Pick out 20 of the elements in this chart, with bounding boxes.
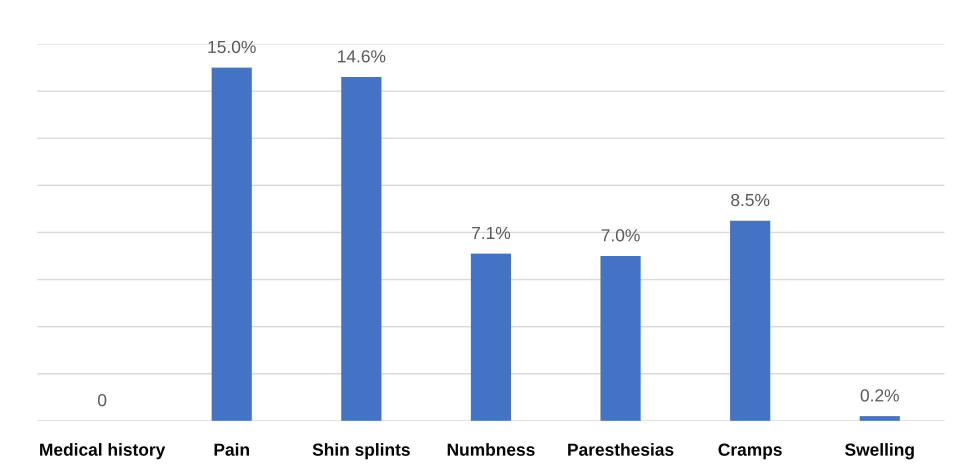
x-tick-label: Medical history — [40, 443, 166, 460]
data-label: 15.0% — [208, 40, 256, 54]
x-tick-label: Swelling — [845, 443, 914, 460]
data-label: 7.1% — [472, 226, 510, 240]
data-label: 14.6% — [338, 50, 386, 63]
bar — [341, 77, 382, 421]
bar — [212, 68, 252, 421]
bar — [600, 256, 641, 421]
data-label: 8.5% — [731, 194, 770, 206]
x-tick-label: Cramps — [718, 444, 782, 460]
bar — [470, 254, 512, 421]
x-tick-label: Paresthesias — [568, 443, 674, 456]
x-tick-label: Pain — [214, 443, 249, 456]
data-label: 7.0% — [602, 229, 640, 242]
data-label: 0 — [98, 394, 106, 406]
data-label: 0.2% — [860, 389, 899, 402]
bar — [730, 220, 770, 421]
x-tick-label: Shin splints — [312, 443, 410, 460]
x-tick-label: Numbness — [448, 443, 535, 456]
bar — [860, 416, 900, 421]
